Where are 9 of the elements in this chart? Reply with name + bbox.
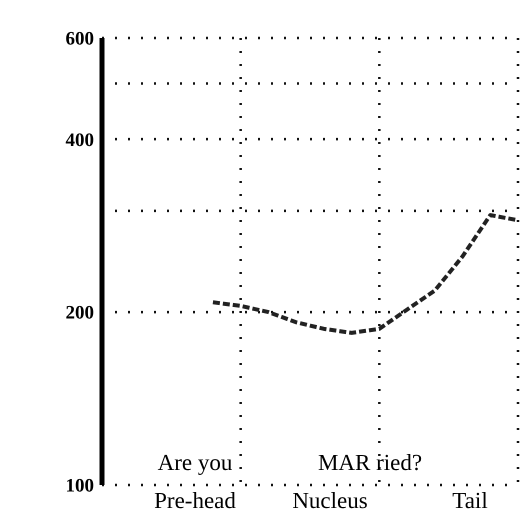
y-tick-label: 400 [66, 130, 94, 151]
y-tick-label: 200 [66, 302, 94, 324]
y-tick-label: 600 [66, 28, 94, 50]
annotation: MAR ried? [318, 450, 422, 475]
text: Nucleus [292, 488, 368, 513]
text: Pre-head [154, 488, 236, 513]
text: Tail [452, 488, 488, 513]
annotation: Are you [158, 450, 233, 475]
y-tick-label: 100 [66, 476, 94, 497]
